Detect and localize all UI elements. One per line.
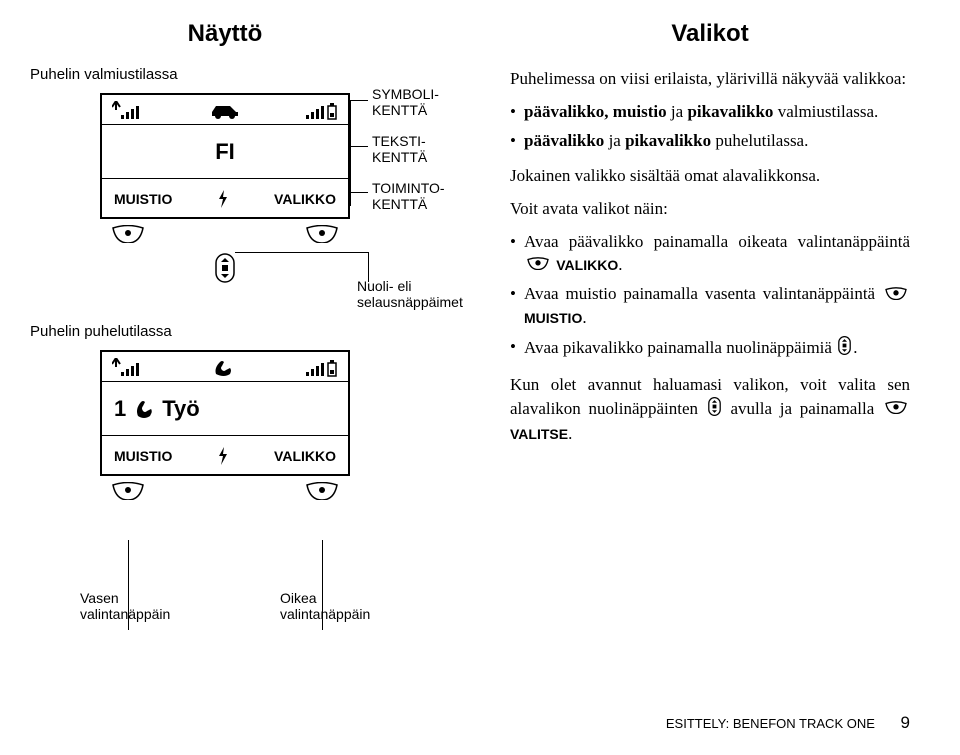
c1a: Avaa päävalikko painamalla oikeata valin… — [524, 232, 910, 251]
battery-icon — [306, 358, 338, 378]
symbol-row — [102, 95, 348, 125]
car-icon — [208, 102, 242, 120]
text-row-2: 1 Työ — [102, 382, 348, 436]
b1a: päävalikko, muistio — [524, 102, 667, 121]
softkeys-row — [100, 225, 350, 243]
para-2: Jokainen valikko sisältää omat alavalikk… — [510, 165, 910, 188]
connector-left-select — [128, 540, 129, 630]
action-row: MUISTIO VALIKKO — [102, 179, 348, 219]
bullet-list-1: päävalikko, muistio ja pikavalikko valmi… — [510, 101, 910, 153]
lightning-icon — [217, 447, 229, 465]
label-symbol: SYMBOLI- KENTTÄ — [372, 86, 439, 118]
title-naytto: Näyttö — [100, 20, 350, 48]
para-3: Voit avata valikot näin: — [510, 198, 910, 221]
phone-screen-call: 1 Työ MUISTIO VALIKKO — [100, 350, 350, 476]
navkey-row — [100, 253, 350, 283]
navkey-inline-icon — [838, 336, 851, 362]
lightning-icon — [217, 190, 229, 208]
c2b: . — [582, 308, 586, 327]
footer-text: ESITTELY: BENEFON TRACK ONE — [666, 716, 875, 731]
p4label: VALITSE — [510, 426, 568, 442]
left-softkey-label-2: MUISTIO — [114, 448, 172, 464]
nav-key-icon — [215, 253, 235, 283]
title-valikot: Valikot — [510, 20, 910, 48]
connector-nuoli-h — [235, 252, 368, 253]
bullet-c2: Avaa muistio painamalla vasenta valintan… — [510, 283, 910, 330]
c1label: VALIKKO — [556, 257, 618, 273]
call-label: Puhelin puhelutilassa — [30, 323, 500, 340]
label-right-select: Oikea valintanäppäin — [280, 590, 390, 622]
c3a: Avaa pikavalikko painamalla nuolinäppäim… — [524, 338, 836, 357]
left-softkey-icon — [110, 482, 146, 500]
row-prefix: 1 — [114, 396, 126, 422]
connector-symbol — [350, 100, 368, 101]
bullet-2: päävalikko ja pikavalikko puhelutilassa. — [510, 130, 910, 153]
right-softkey-label: VALIKKO — [274, 191, 336, 207]
battery-icon — [306, 101, 338, 121]
navkey-inline-icon — [708, 397, 721, 423]
signal-icon — [112, 358, 144, 378]
bullet-c1: Avaa päävalikko painamalla oikeata valin… — [510, 231, 910, 278]
b2a: päävalikko — [524, 131, 604, 150]
phone-screen-standby: FI MUISTIO VALIKKO — [100, 93, 350, 219]
handset-small-icon — [134, 398, 154, 420]
footer: ESITTELY: BENEFON TRACK ONE 9 — [666, 713, 910, 733]
page-number: 9 — [901, 713, 910, 732]
softkey-inline-icon — [884, 398, 908, 421]
c3b: . — [853, 338, 857, 357]
text-row: FI — [102, 125, 348, 179]
c2a: Avaa muistio painamalla vasenta valintan… — [524, 284, 882, 303]
below-labels: Vasen valintanäppäin Oikea valintanäppäi… — [100, 590, 350, 622]
left-column: Näyttö Puhelin valmiustilassa — [30, 20, 500, 725]
softkey-inline-icon — [526, 254, 550, 277]
bullet-c3: Avaa pikavalikko painamalla nuolinäppäim… — [510, 336, 910, 362]
b2b: ja — [604, 131, 625, 150]
p4b: avulla ja painamalla — [723, 398, 882, 417]
row-text: Työ — [162, 396, 199, 422]
softkey-inline-icon — [884, 284, 908, 307]
standby-label: Puhelin valmiustilassa — [30, 66, 500, 83]
b2c: pikavalikko — [625, 131, 711, 150]
label-text: TEKSTI- KENTTÄ — [372, 133, 427, 165]
handset-icon — [212, 358, 238, 378]
p4c: . — [568, 424, 572, 443]
symbol-row-2 — [102, 352, 348, 382]
bullet-list-2: Avaa päävalikko painamalla oikeata valin… — [510, 231, 910, 362]
b1d: valmiustilassa. — [773, 102, 878, 121]
action-row-2: MUISTIO VALIKKO — [102, 436, 348, 476]
b1b: ja — [667, 102, 688, 121]
b1c: pikavalikko — [687, 102, 773, 121]
label-nuoli: Nuoli- eli selausnäppäimet — [357, 278, 477, 310]
right-softkey-icon — [304, 225, 340, 243]
label-action: TOIMINTO- KENTTÄ — [372, 180, 445, 212]
intro-para: Puhelimessa on viisi erilaista, ylärivil… — [510, 68, 910, 91]
bracket-vertical — [350, 100, 351, 206]
right-softkey-label-2: VALIKKO — [274, 448, 336, 464]
softkeys-row-2 — [100, 482, 350, 500]
bullet-1: päävalikko, muistio ja pikavalikko valmi… — [510, 101, 910, 124]
right-column: Valikot Puhelimessa on viisi erilaista, … — [500, 20, 910, 725]
label-left-select: Vasen valintanäppäin — [80, 590, 190, 622]
left-softkey-label: MUISTIO — [114, 191, 172, 207]
b2d: puhelutilassa. — [711, 131, 808, 150]
c2label: MUISTIO — [524, 310, 582, 326]
signal-icon — [112, 101, 144, 121]
left-softkey-icon — [110, 225, 146, 243]
connector-right-select — [322, 540, 323, 630]
connector-action — [350, 192, 368, 193]
para-4: Kun olet avannut haluamasi valikon, voit… — [510, 374, 910, 446]
connector-text — [350, 146, 368, 147]
right-softkey-icon — [304, 482, 340, 500]
c1b: . — [618, 255, 622, 274]
